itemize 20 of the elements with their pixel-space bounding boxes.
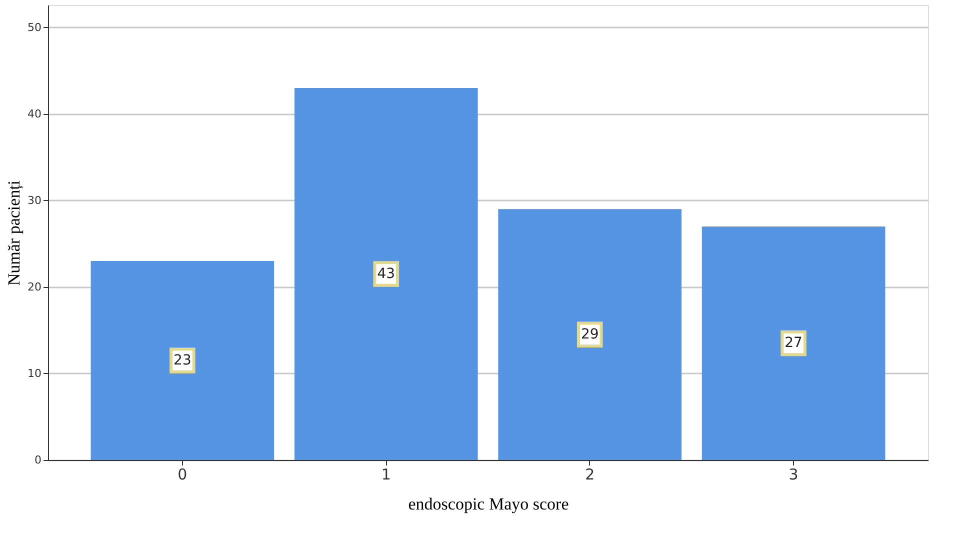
x-tick-label: 2 [585, 466, 595, 484]
x-tick-label: 3 [788, 466, 798, 484]
y-tick-label: 20 [28, 280, 42, 294]
bar [702, 226, 886, 460]
bar [90, 261, 274, 460]
data-label: 23 [174, 352, 192, 369]
data-label: 29 [580, 326, 599, 343]
x-tick-label: 1 [381, 466, 391, 484]
y-tick-label: 0 [34, 454, 42, 466]
y-tick-label: 50 [28, 20, 42, 34]
x-axis-title: endoscopic Mayo score [408, 494, 569, 514]
y-tick-label: 40 [28, 107, 42, 120]
x-tick-label: 0 [178, 466, 188, 484]
bar [294, 88, 478, 460]
data-label: 27 [784, 335, 802, 352]
y-axis-title: Număr pacienți [4, 180, 24, 286]
y-tick-label: 10 [28, 367, 42, 380]
data-label: 43 [377, 266, 396, 282]
bar [498, 209, 682, 460]
y-tick-label: 30 [28, 194, 42, 207]
